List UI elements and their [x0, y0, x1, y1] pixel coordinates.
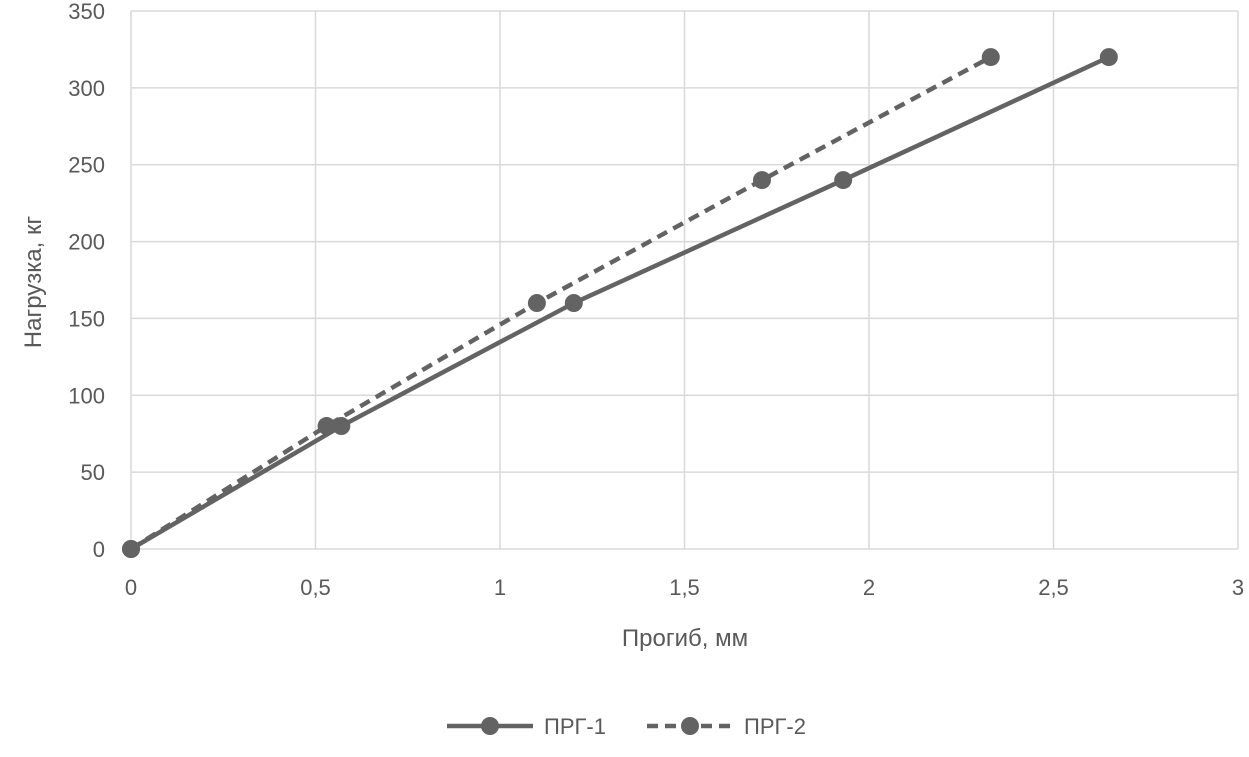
x-tick-label: 1	[494, 575, 506, 600]
legend-label: ПРГ-2	[744, 714, 806, 739]
y-tick-label: 350	[68, 0, 105, 24]
series-line	[129, 55, 1110, 551]
y-tick-label: 0	[93, 537, 105, 562]
x-tick-label: 1,5	[669, 575, 700, 600]
x-tick-label: 0,5	[300, 575, 331, 600]
y-tick-label: 150	[68, 306, 105, 331]
data-point	[981, 48, 1000, 67]
gridlines	[130, 10, 1239, 550]
data-point	[1099, 48, 1118, 67]
x-tick-label: 0	[125, 575, 137, 600]
data-point	[564, 294, 583, 313]
series-group	[122, 48, 1118, 558]
x-tick-label: 2,5	[1038, 575, 1069, 600]
y-tick-label: 200	[68, 230, 105, 255]
y-tick-label: 300	[68, 76, 105, 101]
y-tick-label: 250	[68, 153, 105, 178]
x-tick-labels: 0 0,5 1 1,5 2 2,5 3	[125, 575, 1244, 600]
legend-item-2: ПРГ-2	[647, 714, 806, 739]
data-point	[527, 294, 546, 313]
legend: ПРГ-1 ПРГ-2	[447, 714, 806, 739]
data-point	[752, 171, 771, 190]
legend-marker-swatch	[481, 717, 499, 735]
series-1	[122, 48, 1118, 558]
legend-item-1: ПРГ-1	[447, 714, 606, 739]
data-point	[317, 417, 336, 436]
legend-label: ПРГ-1	[544, 714, 606, 739]
x-axis-title: Прогиб, мм	[622, 625, 748, 652]
legend-marker-swatch	[681, 717, 699, 735]
x-tick-label: 3	[1232, 575, 1244, 600]
y-tick-label: 100	[68, 383, 105, 408]
data-point	[834, 171, 853, 190]
data-point	[122, 540, 140, 558]
y-axis-title: Нагрузка, кг	[20, 216, 47, 349]
series-2	[122, 48, 1000, 558]
y-tick-label: 50	[81, 460, 105, 485]
y-tick-labels: 0 50 100 150 200 250 300 350	[68, 0, 105, 562]
x-tick-label: 2	[863, 575, 875, 600]
